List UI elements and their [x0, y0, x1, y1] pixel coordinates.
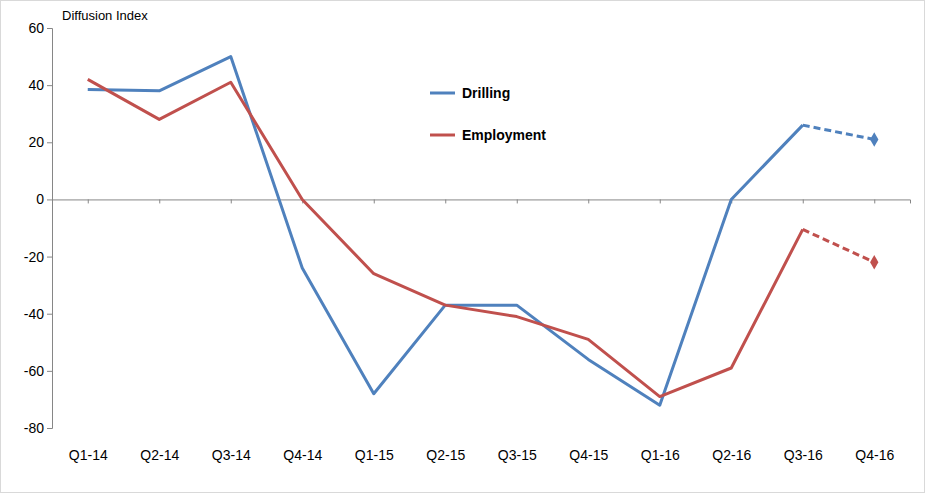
y-tick-mark — [47, 28, 52, 29]
y-tick: -20 — [24, 249, 52, 265]
x-tick-label: Q4-14 — [283, 447, 322, 463]
y-tick: -40 — [24, 306, 52, 322]
x-tick: Q1-16 — [641, 199, 680, 463]
x-tick-label: Q4-15 — [569, 447, 608, 463]
y-tick-mark — [47, 142, 52, 143]
x-tick-label: Q2-16 — [712, 447, 751, 463]
x-tick-mark — [517, 199, 518, 203]
series-line — [88, 79, 803, 396]
x-tick-mark — [159, 199, 160, 203]
x-tick: Q4-14 — [283, 199, 322, 463]
x-tick-label: Q2-14 — [140, 447, 179, 463]
series-line — [88, 57, 803, 406]
legend-label: Employment — [462, 127, 546, 143]
y-tick-mark — [47, 199, 52, 200]
x-tick: Q3-16 — [784, 199, 823, 463]
y-tick-label: -40 — [24, 306, 44, 322]
x-tick: Q1-15 — [355, 199, 394, 463]
x-tick: Q4-16 — [855, 199, 894, 463]
series-line-forecast — [803, 125, 875, 139]
x-tick-label: Q1-15 — [355, 447, 394, 463]
legend: Drilling Employment — [430, 85, 546, 143]
y-tick: -60 — [24, 363, 52, 379]
y-axis-title: Diffusion Index — [62, 8, 148, 23]
legend-swatch — [430, 92, 455, 95]
x-tick-mark — [374, 199, 375, 203]
y-axis-line — [47, 29, 53, 429]
y-tick-mark — [47, 85, 52, 86]
x-tick: Q3-14 — [212, 199, 251, 463]
y-tick-label: -20 — [24, 249, 44, 265]
y-tick-label: -60 — [24, 363, 44, 379]
x-tick-label: Q3-15 — [498, 447, 537, 463]
x-tick-label: Q4-16 — [855, 447, 894, 463]
series-marker — [870, 132, 878, 146]
x-tick-label: Q3-14 — [212, 447, 251, 463]
x-tick: Q3-15 — [498, 199, 537, 463]
x-tick-mark — [660, 199, 661, 203]
x-tick: Q2-14 — [140, 199, 179, 463]
x-tick-mark — [445, 199, 446, 203]
series-marker — [870, 255, 878, 269]
x-tick-label: Q2-15 — [426, 447, 465, 463]
y-tick: 40 — [28, 77, 52, 93]
x-tick: Q2-15 — [426, 199, 465, 463]
x-tick-mark — [803, 199, 804, 203]
x-tick: Q1-14 — [69, 199, 108, 463]
x-tick-label: Q3-16 — [784, 447, 823, 463]
series-line-forecast — [803, 229, 875, 262]
legend-label: Drilling — [462, 85, 510, 101]
x-tick-mark — [231, 199, 232, 203]
legend-swatch — [430, 134, 455, 137]
y-tick: -80 — [24, 420, 52, 436]
y-tick-mark — [47, 371, 52, 372]
x-tick-label: Q1-14 — [69, 447, 108, 463]
x-axis: Q1-14 Q2-14 Q3-14 Q4-14 Q1-15 Q2-15 Q3-15 Q4-15… — [53, 199, 911, 463]
y-tick-label: 40 — [28, 77, 44, 93]
x-tick-mark — [874, 199, 875, 203]
y-axis: -80 -60 -40 -20 0 20 40 60 — [24, 20, 53, 436]
y-tick-mark — [47, 428, 52, 429]
x-tick-mark — [588, 199, 589, 203]
y-tick-mark — [47, 314, 52, 315]
x-tick: Q4-15 — [569, 199, 608, 463]
chart: -80-60-40-200204060Q1-14Q2-14Q3-14Q4-14Q… — [0, 0, 925, 493]
plot-area — [88, 57, 879, 406]
y-tick-mark — [47, 257, 52, 258]
x-axis-line — [53, 200, 911, 204]
y-tick: 20 — [28, 134, 52, 150]
y-tick: 60 — [28, 20, 52, 36]
y-tick-label: -80 — [24, 420, 44, 436]
y-tick: 0 — [36, 191, 52, 207]
y-tick-label: 60 — [28, 20, 44, 36]
x-tick-label: Q1-16 — [641, 447, 680, 463]
x-tick-mark — [88, 199, 89, 203]
chart-border — [1, 1, 925, 493]
y-tick-label: 0 — [36, 191, 44, 207]
y-tick-label: 20 — [28, 134, 44, 150]
